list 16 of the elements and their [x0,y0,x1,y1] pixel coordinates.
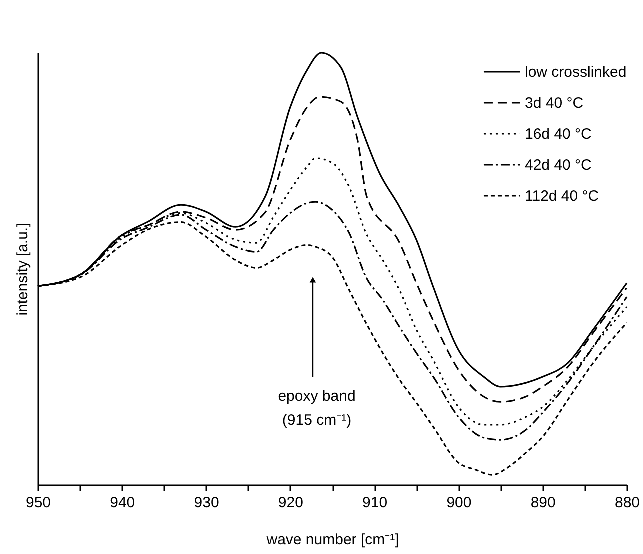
legend-label: 42d 40 °C [525,157,592,174]
x-tick-label: 890 [530,494,556,512]
annotation: epoxy band (915 cm⁻¹) [278,388,356,429]
x-tick-label: 930 [194,494,220,512]
x-tick-label: 900 [446,494,472,512]
legend-label: 3d 40 °C [525,95,584,112]
x-tick-label: 910 [362,494,388,512]
x-tick-label: 950 [26,494,52,512]
x-tick-label: 920 [278,494,304,512]
legend-label: 112d 40 °C [525,188,600,205]
x-axis-title: wave number [cm⁻¹] [266,532,400,548]
x-tick-label: 940 [110,494,136,512]
y-axis-title: intensity [a.u.] [14,223,32,316]
legend-label: 16d 40 °C [525,126,592,143]
legend-label: low crosslinked [525,64,627,81]
x-tick-label: 880 [614,494,640,512]
